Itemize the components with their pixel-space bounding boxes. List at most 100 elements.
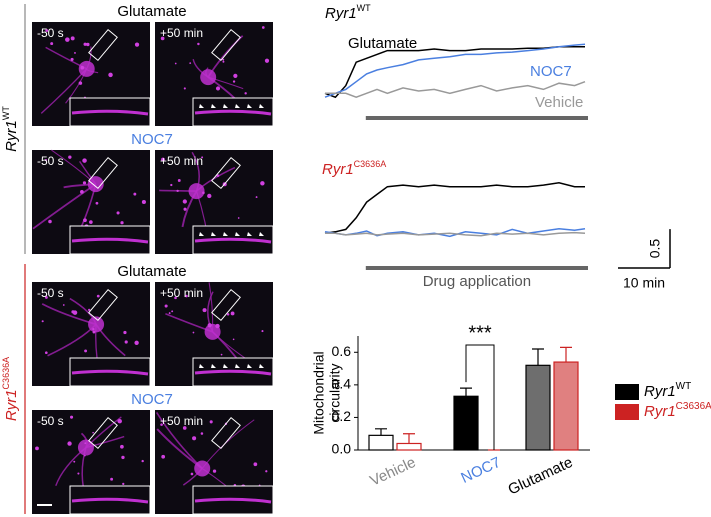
puncta (207, 193, 212, 199)
puncta (95, 201, 99, 205)
series-label: Glutamate (348, 35, 417, 52)
inset-neurite (71, 237, 149, 244)
trace (325, 231, 586, 237)
puncta (70, 415, 74, 419)
arrowhead (247, 232, 252, 236)
puncta (232, 338, 235, 341)
arrowhead (199, 364, 204, 368)
puncta (74, 51, 76, 54)
treatment-title: Glutamate (117, 263, 186, 280)
puncta (160, 423, 163, 426)
chart-title-main: Ryr1 (325, 5, 357, 22)
arrowhead (199, 232, 204, 236)
puncta (80, 189, 84, 194)
puncta (84, 442, 87, 445)
puncta (110, 477, 114, 481)
bar (368, 434, 394, 451)
puncta (116, 211, 120, 215)
soma (77, 439, 94, 456)
scale-bar-x-label: 10 min (623, 275, 665, 291)
scale-bar-y-label: 0.5 (647, 239, 663, 259)
soma (87, 176, 104, 193)
inset-neurite (194, 497, 272, 504)
legend-label: Ryr1C3636A (644, 401, 711, 420)
y-tick-label: 0.6 (332, 343, 352, 359)
puncta (261, 26, 265, 29)
roi-box (211, 156, 241, 190)
inset-neurite (71, 109, 149, 116)
puncta (163, 32, 165, 34)
x-tick-label: Vehicle (367, 454, 418, 490)
chart-title-sup: C3636A (354, 159, 387, 169)
puncta (237, 217, 240, 219)
puncta (41, 320, 44, 323)
puncta (220, 353, 223, 356)
puncta (50, 42, 54, 46)
puncta (82, 158, 87, 163)
puncta (174, 62, 177, 65)
inset-neurite (71, 369, 149, 376)
puncta (77, 472, 80, 475)
puncta (215, 86, 221, 91)
arrowhead (223, 232, 228, 236)
puncta (244, 92, 247, 95)
puncta (35, 446, 39, 451)
puncta (124, 340, 128, 344)
puncta (83, 42, 87, 46)
puncta (182, 426, 187, 430)
puncta (161, 454, 166, 459)
puncta (171, 310, 174, 313)
puncta (141, 459, 144, 463)
puncta (86, 42, 90, 47)
bar (453, 395, 479, 451)
soma (194, 460, 211, 477)
puncta (84, 349, 88, 353)
puncta (161, 157, 165, 162)
legend-label-main: Ryr1 (644, 403, 676, 420)
error-bar (375, 428, 387, 436)
puncta (170, 183, 173, 187)
puncta (160, 36, 165, 41)
arrowhead (223, 364, 228, 368)
roi-box (88, 156, 118, 190)
legend-swatch (615, 384, 639, 400)
puncta (108, 72, 113, 78)
puncta (82, 181, 87, 185)
puncta (233, 73, 238, 78)
puncta (182, 199, 187, 204)
drug-label: Drug application (423, 273, 531, 290)
legend-label-sup: WT (676, 381, 692, 392)
puncta (183, 207, 187, 211)
puncta (222, 58, 225, 61)
bar (553, 361, 579, 451)
puncta (117, 418, 122, 424)
arrowhead (235, 364, 240, 368)
puncta (62, 304, 65, 306)
time-label: +50 min (160, 26, 203, 40)
arrowhead (259, 364, 264, 368)
puncta (73, 460, 76, 463)
trace (324, 182, 585, 235)
puncta (121, 455, 125, 460)
error-bar (560, 346, 572, 363)
puncta (65, 37, 70, 42)
x-tick-label: Glutamate (505, 454, 575, 499)
arrowhead (235, 104, 240, 108)
puncta (200, 432, 204, 435)
soma (200, 69, 217, 86)
puncta (134, 42, 140, 47)
bar (396, 442, 422, 451)
puncta (216, 174, 220, 177)
series-label: Vehicle (535, 94, 583, 111)
puncta (260, 181, 265, 186)
arrowhead (259, 232, 264, 236)
time-label: +50 min (160, 414, 203, 428)
trace (325, 80, 586, 99)
puncta (253, 462, 258, 467)
puncta (176, 189, 179, 193)
puncta (164, 304, 168, 308)
y-tick-label: 0.4 (332, 376, 352, 392)
puncta (70, 57, 74, 61)
